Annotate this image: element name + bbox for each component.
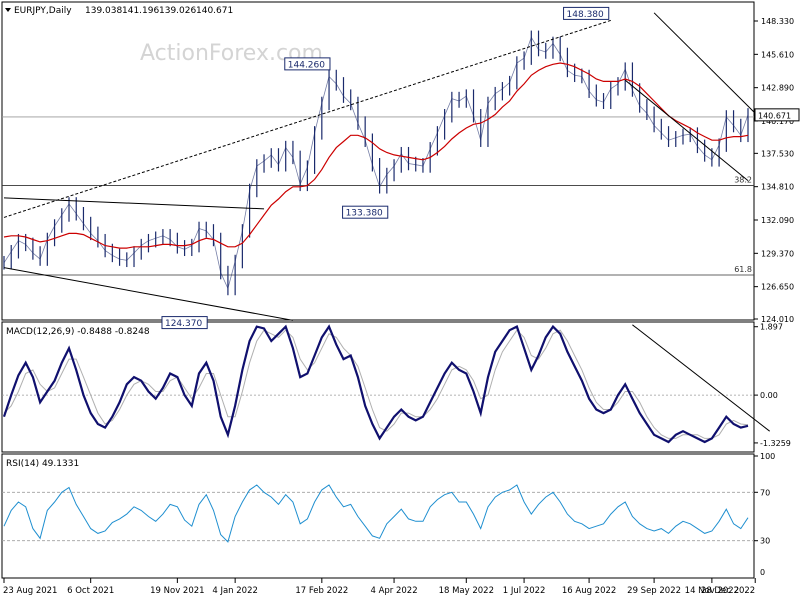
x-tick-label: 16 Aug 2022 [562,586,616,596]
x-tick-label: 4 Jan 2022 [212,586,258,596]
price-panel [1,1,755,321]
price-tick-label: 140.170 [761,117,794,126]
price-annotation-label: 148.380 [567,10,604,20]
price-tick-label: 134.810 [761,183,794,192]
trendline [653,12,756,114]
fibonacci-label: 38.2 [734,176,752,185]
x-tick-label: 23 Aug 2021 [3,586,57,596]
macd-title: MACD(12,26,9) -0.8488 -0.8248 [6,327,150,337]
ohlc-close: 140.671 [196,6,233,16]
trendline [3,19,611,218]
trendline [624,79,749,182]
x-tick-label: 28 Dec 2022 [701,586,755,596]
x-tick-label: 19 Nov 2021 [150,586,204,596]
x-tick-label: 14 Nov 2022 [685,586,739,596]
price-annotation-box [161,316,208,330]
price-tick-label: 132.090 [761,216,794,225]
price-annotations: 148.380 144.260 133.380 124.370 140.671 [161,6,800,330]
price-tick-label: 145.610 [761,50,794,59]
x-tick-label: 4 Apr 2022 [370,586,417,596]
x-tick-label: 6 Oct 2021 [67,586,114,596]
collapse-triangle-icon [5,8,11,12]
trendline [3,197,265,210]
ohlc-low: 139.026 [159,6,196,16]
trendline [3,267,294,321]
price-tick-label: 142.890 [761,84,794,93]
last-price-label: 140.671 [758,111,791,120]
price-annotation-label: 124.370 [165,319,202,329]
price-title-symbol: EURJPY,Daily [14,6,72,16]
price-annotation-label: 133.380 [346,209,383,219]
moving-average-line [3,62,749,249]
x-tick-label: 1 Jul 2022 [503,586,546,596]
price-close-line [3,36,749,290]
macd-trendline [632,324,770,432]
price-title: EURJPY,Daily 139.038 141.196 139.026 140… [5,6,233,16]
rsi-line [3,484,749,543]
rsi-tick-label: 30 [760,537,770,546]
price-annotation-box [284,57,331,71]
rsi-panel [1,453,755,579]
macd-signal-line [3,329,749,439]
price-annotation-box [563,6,610,20]
price-trendlines [3,12,756,321]
macd-tick-label: -1.3259 [760,439,791,448]
rsi-tick-label: 0 [760,568,765,577]
ohlc-open: 139.038 [85,6,122,16]
price-tick-label: 137.530 [761,149,794,158]
price-tick-label: 124.010 [761,315,794,324]
rsi-tick-label: 70 [760,488,770,497]
macd-tick-label: 1.897 [760,323,783,332]
rsi-layer: 100 70 30 0 [2,452,775,577]
price-tick-label: 126.650 [761,283,794,292]
fibonacci-label: 61.8 [734,265,752,274]
price-annotation-label: 144.260 [288,60,325,70]
macd-line [2,324,749,444]
price-series [3,30,749,296]
macd-layer: 1.897 0.00 -1.3259 [2,323,791,448]
ohlc-high: 141.196 [122,6,159,16]
x-tick-label: 17 Feb 2022 [295,586,348,596]
last-price-box [754,108,800,122]
x-tick-label: 18 May 2022 [439,586,494,596]
price-tick-label: 129.370 [761,249,794,258]
price-guides: 38.2 61.8 [2,116,754,276]
price-annotation-box [342,205,389,219]
rsi-tick-label: 100 [760,452,775,461]
price-axis: 148.330 145.610 142.890 140.170 137.530 134.8… [754,17,794,324]
macd-panel [1,321,755,453]
macd-tick-label: 0.00 [760,391,778,400]
price-tick-label: 148.330 [761,17,794,26]
x-tick-label: 29 Sep 2022 [627,586,681,596]
rsi-title: RSI(14) 49.1331 [6,459,79,469]
x-axis: 23 Aug 2021 6 Oct 2021 19 Nov 2021 4 Jan 20… [3,578,756,596]
